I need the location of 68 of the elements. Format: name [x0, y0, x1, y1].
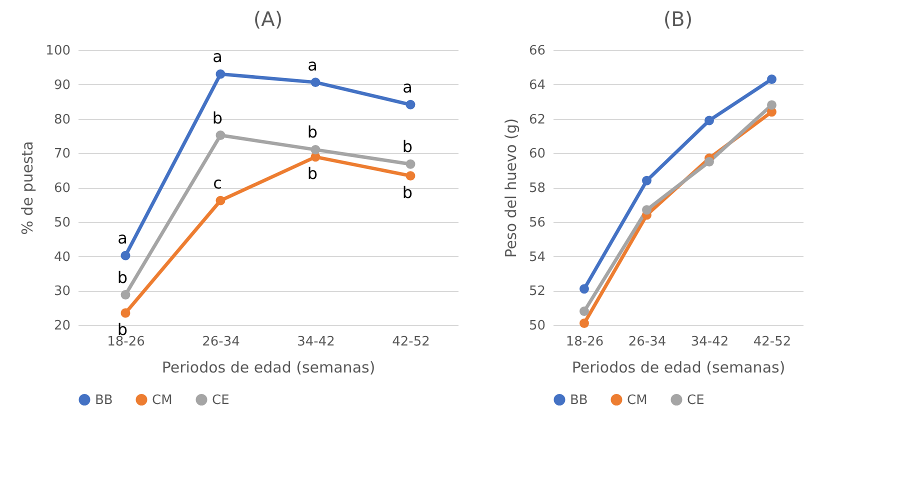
y-tick-label: 40 [54, 250, 70, 265]
annotation: b [402, 182, 413, 202]
point [767, 74, 776, 84]
chart-title: (A) [253, 7, 283, 31]
chart-title: (B) [663, 7, 693, 31]
y-tick-label: 58 [528, 181, 546, 196]
point [406, 171, 416, 181]
y-tick-label: 70 [54, 146, 70, 162]
point [642, 205, 652, 215]
y-tick-label: 30 [54, 284, 70, 300]
y-tick-label: 20 [54, 318, 70, 334]
y-tick-label: 60 [528, 146, 546, 162]
annotation: a [308, 55, 318, 74]
annotation: b [307, 164, 318, 183]
point [704, 116, 714, 126]
x-tick-label: 18-26 [566, 334, 604, 350]
annotation: a [212, 47, 222, 66]
y-tick-label: 50 [528, 318, 546, 334]
legend-label: CE [212, 392, 230, 408]
annotation: b [212, 108, 223, 128]
point [642, 176, 652, 186]
legend-label: CM [152, 392, 172, 408]
annotation: b [307, 122, 318, 142]
y-tick-label: 66 [528, 44, 546, 58]
x-tick-label: 42-52 [753, 334, 792, 350]
annotation: b [402, 137, 413, 156]
y-tick-label: 56 [528, 215, 546, 230]
point [120, 308, 130, 318]
point [580, 284, 589, 294]
annotation: c [213, 174, 222, 193]
y-axis-title: Peso del huevo (g) [502, 118, 520, 258]
point [216, 130, 226, 140]
x-axis-title: Periodos de edad (semanas) [572, 358, 786, 376]
point [120, 250, 130, 260]
x-tick-label: 26-34 [202, 334, 240, 350]
point [580, 306, 589, 316]
legend-label: CE [687, 392, 704, 408]
point [216, 69, 226, 79]
x-tick-label: 26-34 [628, 334, 666, 350]
point [704, 156, 714, 166]
y-tick-label: 100 [46, 44, 70, 58]
annotation: a [402, 78, 412, 97]
y-tick-label: 54 [528, 250, 546, 265]
y-axis-title: % de puesta [18, 141, 37, 235]
point [406, 159, 416, 169]
point [310, 78, 320, 88]
legend-label: CM [627, 392, 648, 408]
x-tick-label: 34-42 [690, 334, 729, 350]
y-tick-label: 64 [528, 78, 546, 93]
y-tick-label: 50 [54, 215, 70, 230]
point [580, 318, 589, 328]
y-tick-label: 62 [528, 112, 546, 128]
point [767, 100, 776, 110]
annotation: b [117, 268, 128, 287]
legend-label: BB [95, 392, 113, 408]
point [406, 100, 416, 110]
point [120, 290, 130, 300]
legend-label: BB [570, 392, 588, 408]
y-tick-label: 90 [54, 78, 70, 93]
x-axis-title: Periodos de edad (semanas) [162, 358, 376, 376]
y-tick-label: 80 [54, 112, 70, 128]
y-tick-label: 60 [54, 181, 70, 196]
point [310, 144, 320, 154]
annotation: a [118, 228, 128, 248]
x-tick-label: 42-52 [392, 334, 430, 350]
y-tick-label: 52 [528, 284, 546, 300]
x-tick-label: 34-42 [297, 334, 335, 350]
point [216, 196, 226, 206]
